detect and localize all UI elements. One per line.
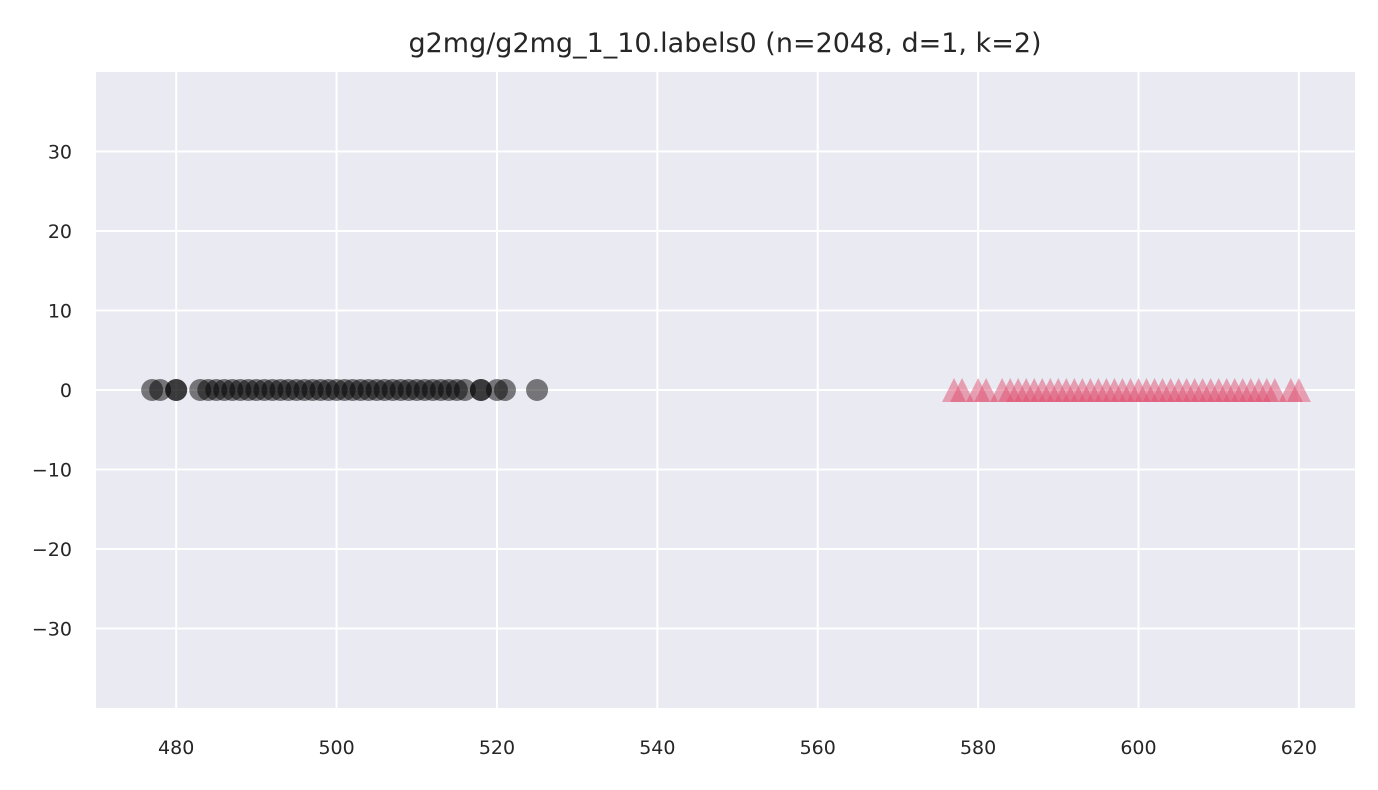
x-tick-label: 600 — [1120, 737, 1156, 759]
y-tick-label: −30 — [32, 619, 72, 641]
chart-title: g2mg/g2mg_1_10.labels0 (n=2048, d=1, k=2… — [408, 28, 1041, 59]
data-point — [165, 379, 188, 401]
data-point — [526, 379, 549, 401]
y-tick-label: −10 — [32, 460, 72, 482]
data-point — [1262, 378, 1287, 402]
data-points — [141, 378, 1311, 402]
data-point — [453, 379, 476, 401]
y-tick-label: 30 — [48, 142, 72, 164]
y-tick-label: 0 — [60, 380, 72, 402]
y-tick-label: 10 — [48, 301, 72, 323]
x-tick-label: 620 — [1281, 737, 1317, 759]
y-tick-label: 20 — [48, 221, 72, 243]
data-point — [1286, 378, 1311, 402]
data-point — [149, 379, 172, 401]
series-1-points — [942, 378, 1311, 402]
data-point — [469, 379, 492, 401]
x-tick-label: 480 — [158, 737, 194, 759]
data-point — [950, 378, 975, 402]
x-tick-label: 540 — [639, 737, 675, 759]
y-tick-label: −20 — [32, 539, 72, 561]
x-tick-label: 520 — [479, 737, 515, 759]
data-point — [974, 378, 999, 402]
x-axis-tick-labels: 480 500 520 540 560 580 600 620 — [158, 737, 1317, 759]
grid-lines — [96, 72, 1355, 708]
x-tick-label: 560 — [800, 737, 836, 759]
x-tick-label: 500 — [318, 737, 354, 759]
x-tick-label: 580 — [960, 737, 996, 759]
y-axis-tick-labels: 30 20 10 0 −10 −20 −30 — [32, 142, 72, 641]
series-0-points — [141, 379, 549, 401]
data-point — [493, 379, 516, 401]
